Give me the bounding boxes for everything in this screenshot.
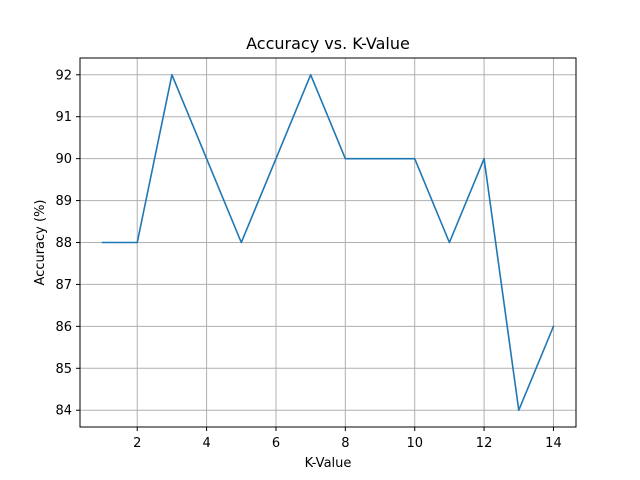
y-tick-label: 91: [55, 110, 72, 125]
x-tick-label: 14: [545, 436, 562, 451]
x-tick-label: 12: [476, 436, 493, 451]
y-tick-label: 85: [55, 362, 72, 377]
grid: [80, 58, 576, 427]
y-axis-label: Accuracy (%): [33, 200, 48, 286]
accuracy-series-line: [101, 73, 555, 412]
y-tick-label: 89: [55, 194, 72, 209]
y-tick-label: 88: [55, 236, 72, 251]
chart-title: Accuracy vs. K-Value: [246, 34, 410, 53]
y-tick-label: 90: [55, 152, 72, 167]
x-tick-label: 2: [133, 436, 141, 451]
x-tick-label: 8: [341, 436, 349, 451]
y-tick-label: 86: [55, 320, 72, 335]
y-tick-label: 92: [55, 68, 72, 83]
series-layer: [101, 73, 555, 412]
x-tick-label: 4: [202, 436, 210, 451]
y-tick-label: 84: [55, 404, 72, 419]
x-axis-label: K-Value: [305, 456, 352, 471]
x-tick-label: 6: [272, 436, 280, 451]
ticks: 2 4 6 8 10 12 14 84 85 86 87 88 89 90 91 92: [55, 68, 561, 451]
x-tick-label: 10: [406, 436, 423, 451]
y-tick-label: 87: [55, 278, 72, 293]
